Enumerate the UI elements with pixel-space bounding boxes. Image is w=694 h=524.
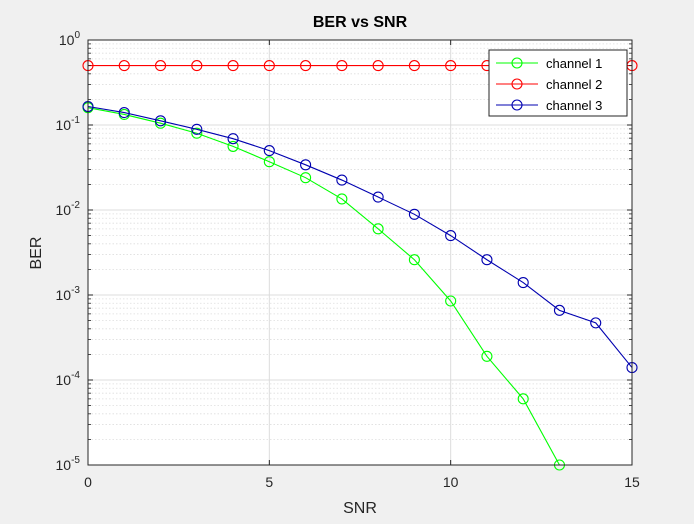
x-axis-label: SNR [343, 500, 377, 517]
y-tick-label: 10-1 [56, 115, 81, 133]
data-point-channel-3 [445, 230, 457, 242]
x-tick-labels: 0 5 10 15 [84, 474, 640, 490]
data-point-channel-3 [227, 133, 239, 145]
data-point-channel-3 [408, 208, 420, 220]
data-point-channel-3 [590, 317, 602, 329]
legend-marker [511, 99, 523, 111]
data-point-channel-2 [408, 60, 420, 72]
data-point-channel-3 [553, 304, 566, 316]
data-point-channel-3 [481, 254, 493, 266]
y-tick-label: 10-2 [56, 200, 81, 218]
x-tick-label: 5 [265, 474, 273, 490]
data-point-channel-3 [154, 115, 167, 127]
x-tick-label: 15 [624, 474, 640, 490]
legend-label: channel 2 [546, 77, 602, 92]
x-tick-label: 10 [443, 474, 459, 490]
data-point-channel-1 [372, 223, 384, 235]
data-point-channel-1 [263, 156, 275, 168]
y-tick-label: 100 [59, 30, 81, 48]
legend-item-channel-2[interactable]: channel 2 [496, 77, 602, 92]
legend-label: channel 1 [546, 56, 602, 71]
legend-label: channel 3 [546, 98, 602, 113]
x-tick-label: 0 [84, 474, 92, 490]
data-point-channel-1 [191, 127, 203, 139]
data-point-channel-3 [372, 191, 384, 203]
chart-title: BER vs SNR [313, 14, 408, 31]
data-point-channel-1 [445, 295, 457, 307]
data-point-channel-1 [300, 172, 312, 184]
data-point-channel-2 [445, 60, 457, 72]
data-point-channel-1 [408, 254, 420, 266]
data-point-channel-2 [191, 60, 203, 72]
y-axis-label: BER [28, 237, 45, 270]
series-channel-1 [82, 102, 566, 471]
data-point-channel-2 [336, 60, 348, 72]
data-point-channel-2 [372, 60, 384, 72]
legend-item-channel-3[interactable]: channel 3 [496, 98, 602, 113]
y-tick-labels: 100 10-1 10-2 10-3 10-4 10-5 [56, 30, 81, 473]
data-point-channel-3 [118, 107, 130, 119]
data-point-channel-1 [336, 193, 348, 205]
data-point-channel-3 [300, 159, 312, 171]
legend-marker [511, 57, 523, 69]
legend-marker [511, 78, 523, 90]
data-point-channel-2 [227, 60, 239, 72]
tick-marks [87, 39, 633, 466]
plot-area-frame [87, 39, 633, 466]
data-point-channel-2 [118, 60, 130, 72]
data-point-channel-3 [263, 145, 275, 157]
y-tick-label: 10-4 [56, 370, 81, 388]
y-tick-label: 10-5 [56, 455, 81, 473]
series-line-channel-1 [87, 107, 560, 466]
y-tick-label: 10-3 [56, 285, 81, 303]
data-point-channel-2 [154, 60, 167, 72]
legend-item-channel-1[interactable]: channel 1 [496, 56, 602, 71]
data-point-channel-3 [517, 277, 529, 289]
data-point-channel-1 [227, 140, 239, 152]
data-point-channel-3 [191, 123, 203, 135]
data-point-channel-1 [481, 350, 493, 362]
data-point-channel-3 [336, 174, 348, 186]
series-line-channel-3 [87, 105, 633, 368]
legend[interactable]: channel 1 channel 2 channel 3 [488, 49, 628, 117]
data-point-channel-2 [263, 60, 275, 72]
data-point-channel-1 [517, 393, 529, 405]
data-point-channel-2 [300, 60, 312, 72]
